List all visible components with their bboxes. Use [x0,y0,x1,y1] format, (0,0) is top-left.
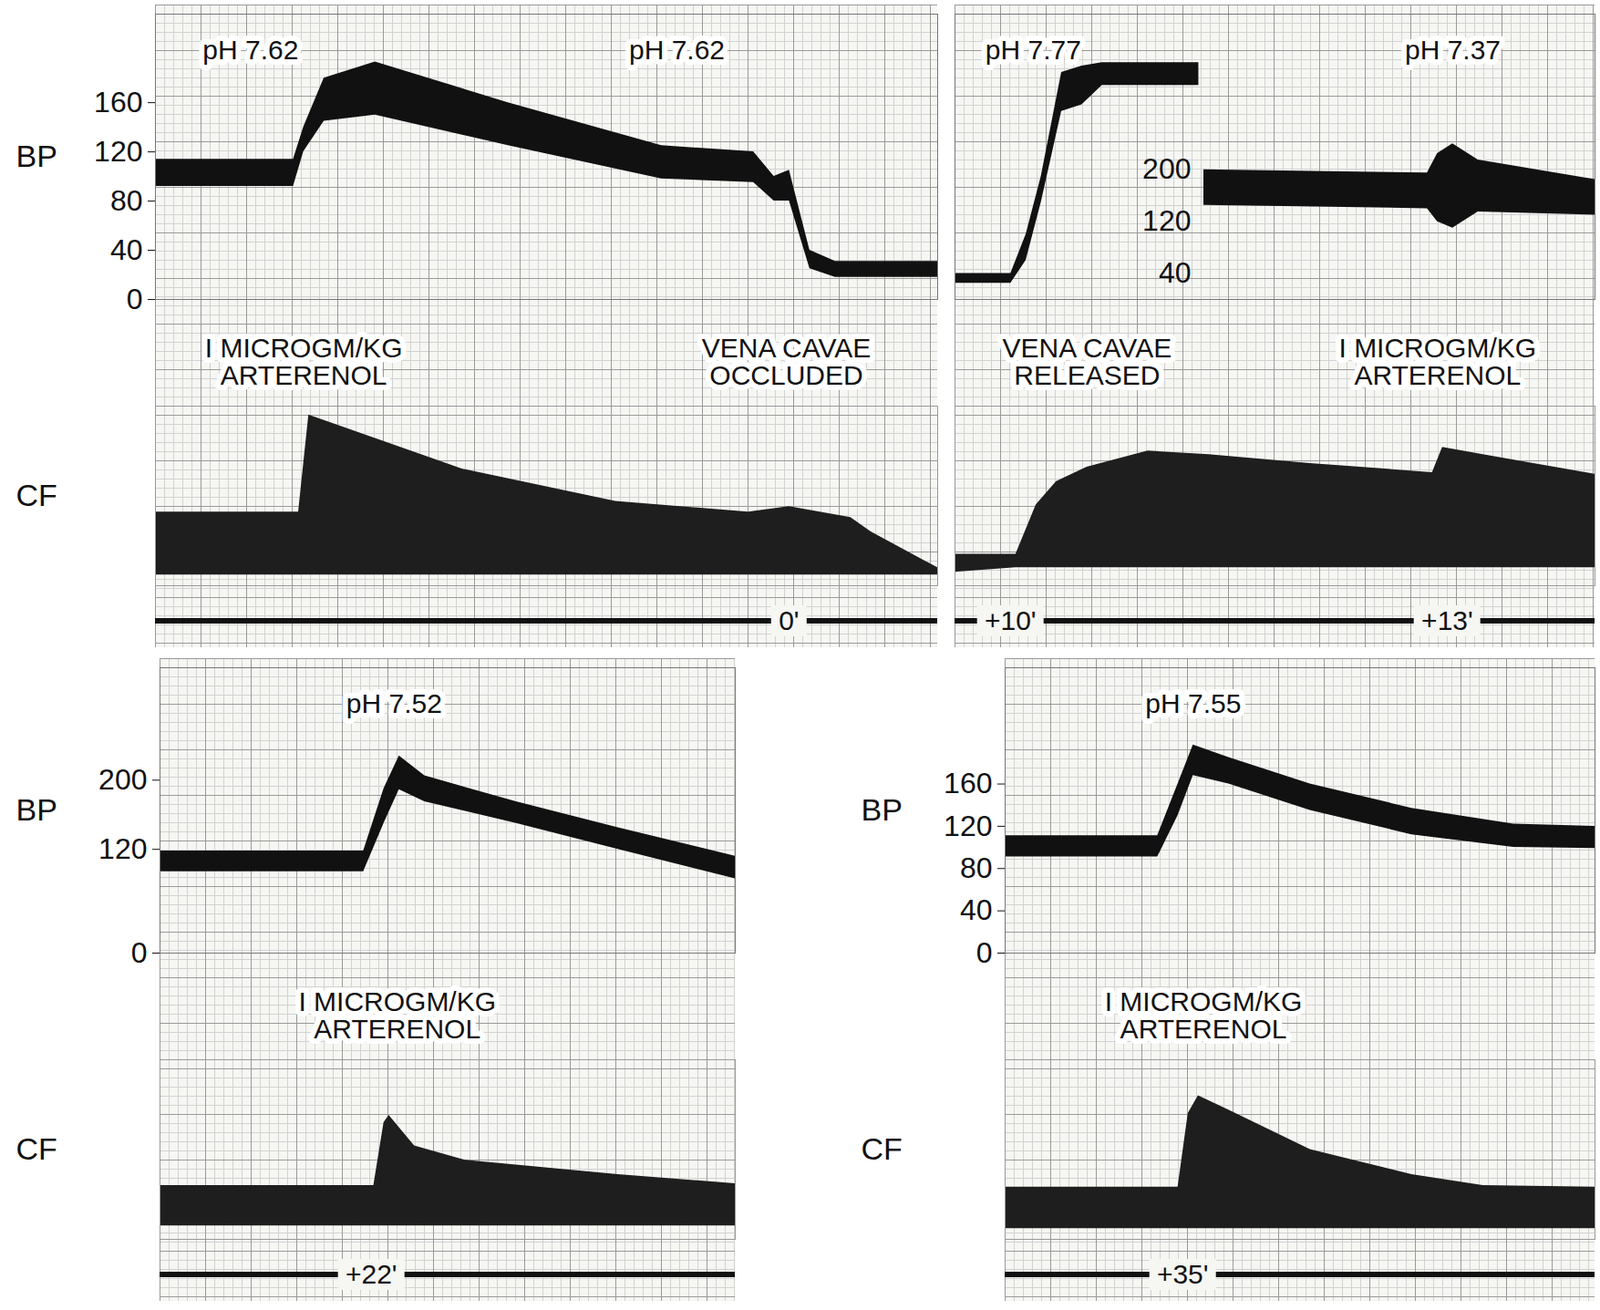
svg-text:80: 80 [110,184,144,217]
svg-text:CF: CF [861,1131,903,1167]
svg-text:0: 0 [126,282,144,316]
svg-text:BP: BP [16,138,58,174]
svg-text:120: 120 [943,809,992,843]
svg-text:160: 160 [93,85,143,119]
html-text:+22': +22' [345,1259,398,1290]
svg-text:40: 40 [960,893,993,927]
svg-text:VENA CAVAERELEASED: VENA CAVAERELEASED [1002,332,1173,391]
svg-text:pH 7.55: pH 7.55 [1145,688,1241,719]
svg-text:0: 0 [131,936,148,970]
svg-text:VENA CAVAEOCCLUDED: VENA CAVAEOCCLUDED [701,332,872,391]
svg-text:I MICROGM/KGARTERENOL: I MICROGM/KGARTERENOL [1104,986,1303,1044]
svg-text:pH 7.62: pH 7.62 [202,34,299,65]
svg-text:200: 200 [1142,152,1191,186]
svg-text:CF: CF [16,1131,58,1167]
svg-text:pH 7.52: pH 7.52 [346,688,443,719]
html-text:0': 0' [778,605,800,636]
svg-text:I MICROGM/KGARTERENOL: I MICROGM/KGARTERENOL [298,986,496,1044]
svg-text:120: 120 [98,832,147,866]
svg-text:40: 40 [110,233,144,267]
svg-text:BP: BP [861,792,903,827]
html-text:+13': +13' [1421,605,1474,636]
svg-text:200: 200 [98,763,147,796]
svg-text:0: 0 [976,936,993,970]
svg-text:pH 7.37: pH 7.37 [1404,34,1501,65]
html-text:+10': +10' [984,605,1037,636]
svg-text:120: 120 [93,134,143,168]
html-text:+35': +35' [1156,1259,1209,1290]
svg-text:40: 40 [1158,256,1192,290]
svg-text:I MICROGM/KGARTERENOL: I MICROGM/KGARTERENOL [1338,332,1537,391]
svg-text:BP: BP [16,792,58,827]
svg-text:120: 120 [1142,204,1191,238]
svg-text:80: 80 [960,851,993,885]
svg-text:I MICROGM/KGARTERENOL: I MICROGM/KGARTERENOL [205,332,403,391]
svg-text:pH 7.77: pH 7.77 [985,34,1082,65]
svg-text:CF: CF [16,477,58,513]
svg-text:160: 160 [943,766,992,800]
svg-text:pH 7.62: pH 7.62 [629,34,725,65]
